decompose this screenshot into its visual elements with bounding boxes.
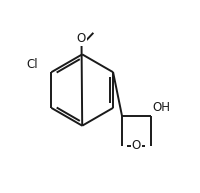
Text: OH: OH (152, 101, 170, 114)
Text: O: O (76, 32, 86, 45)
Text: O: O (131, 139, 140, 152)
Text: Cl: Cl (27, 58, 38, 71)
